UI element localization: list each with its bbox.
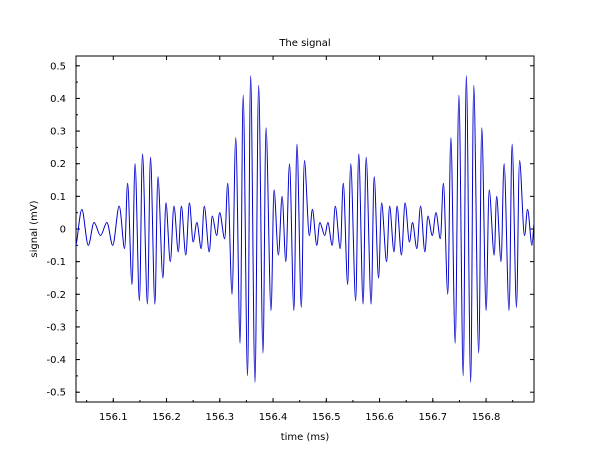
x-tick-label: 156.8 [472,412,501,423]
x-tick-label: 156.7 [418,412,447,423]
y-tick-label: -0.3 [46,322,66,333]
y-tick-label: 0.5 [50,61,66,72]
y-tick-label: 0.2 [50,159,66,170]
y-tick-label: 0.1 [50,192,66,203]
y-tick-label: 0 [60,225,66,236]
x-tick-label: 156.4 [259,412,288,423]
x-axis-label: time (ms) [281,432,330,443]
y-tick-label: -0.1 [46,257,66,268]
y-tick-label: -0.4 [46,355,66,366]
x-tick-label: 156.1 [99,412,128,423]
y-tick-label: 0.4 [50,94,66,105]
x-tick-label: 156.3 [205,412,234,423]
signal-series-line [75,75,535,383]
x-tick-label: 156.6 [365,412,394,423]
x-axis: 156.1 156.2 156.3 156.4 156.5 156.6 156.7 156.8 [86,56,514,423]
y-axis-label: signal (mV) [29,200,40,257]
y-tick-label: -0.2 [46,290,66,301]
chart-title: The signal [278,38,330,49]
x-tick-label: 156.5 [312,412,341,423]
x-tick-label: 156.2 [152,412,181,423]
y-tick-label: -0.5 [46,388,66,399]
y-axis: 0.5 0.4 0.3 0.2 0.1 0 -0.1 -0.2 -0.3 -0.4 -0.5 [46,61,534,399]
y-tick-label: 0.3 [50,127,66,138]
